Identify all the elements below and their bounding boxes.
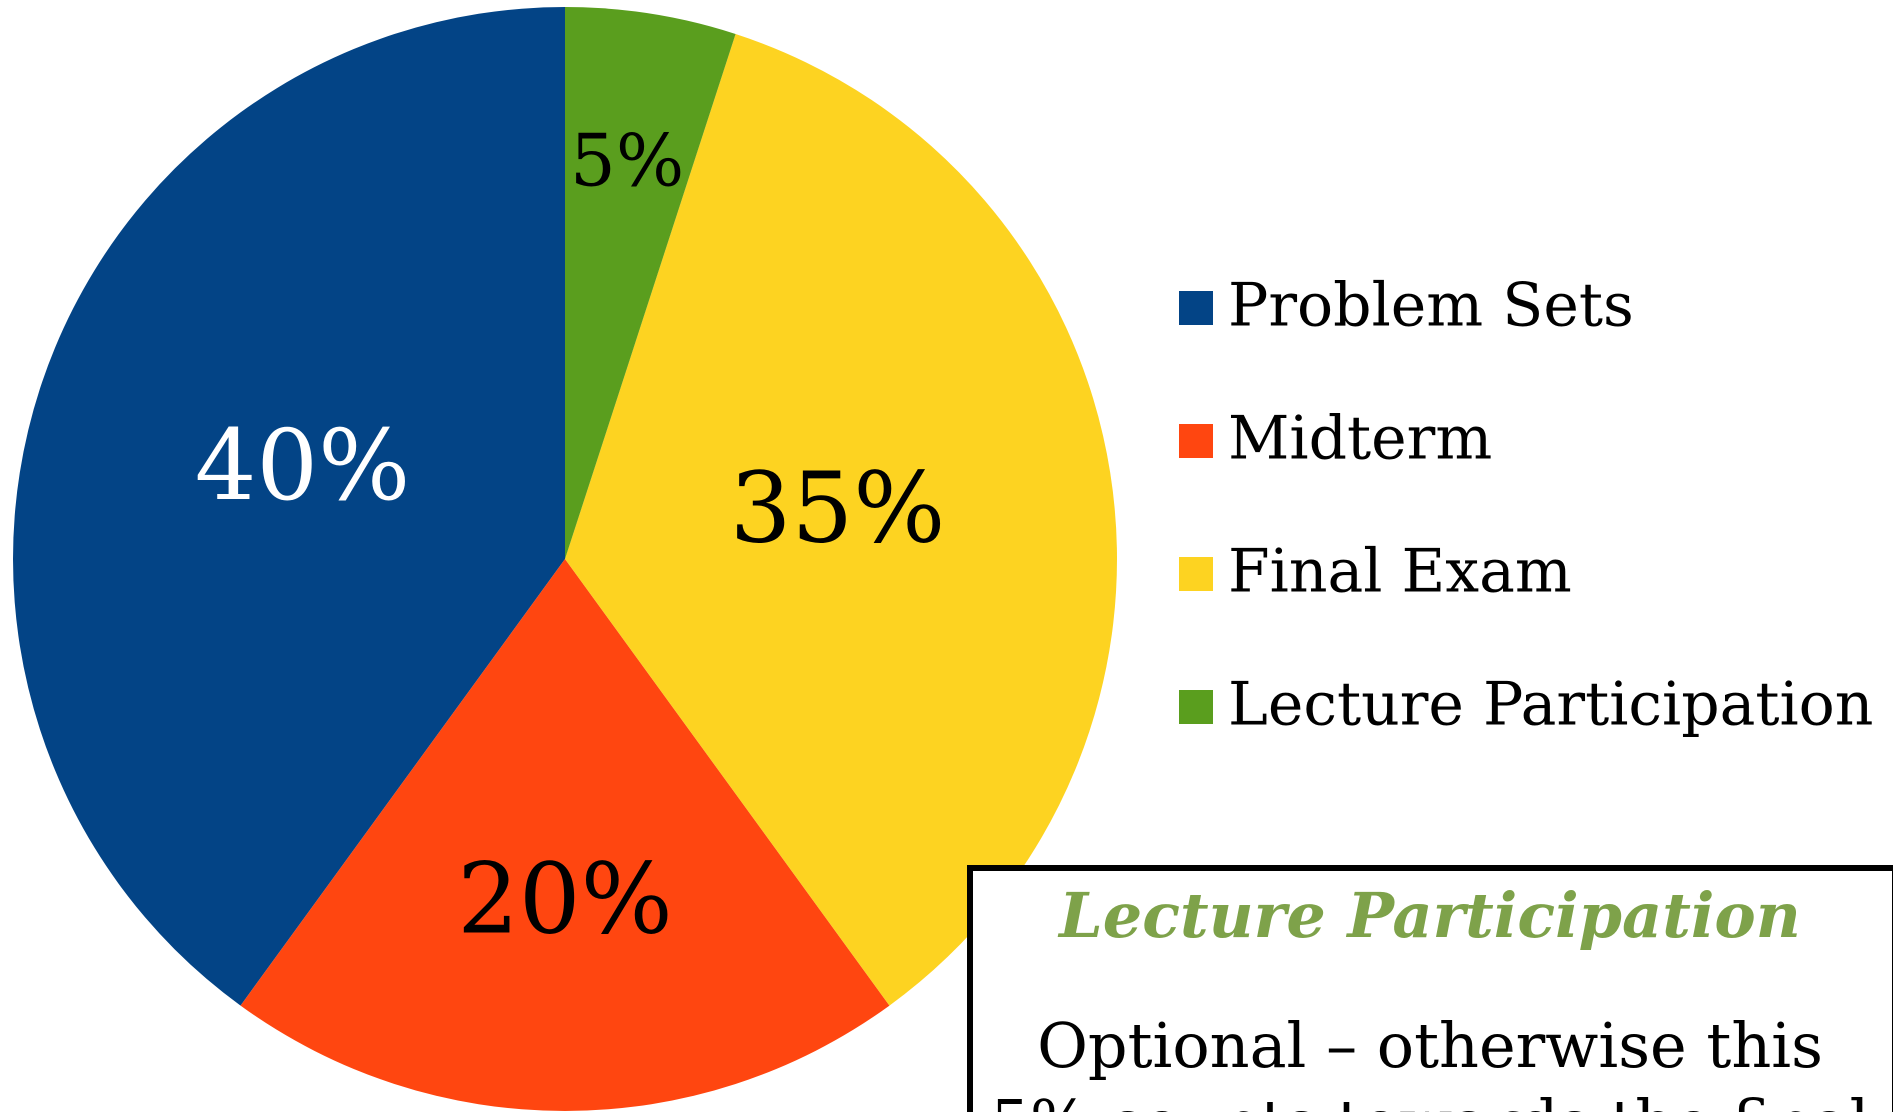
legend-swatch — [1179, 690, 1213, 724]
annotation-frame — [967, 865, 1893, 1112]
legend-label: Final Exam — [1228, 537, 1572, 607]
annotation-text: Optional – otherwise this — [1037, 1009, 1823, 1082]
annotation-text: 5% counts towards the final — [991, 1086, 1870, 1112]
pie-slice — [240, 559, 890, 1111]
legend-label: Problem Sets — [1228, 271, 1634, 341]
legend-swatch — [1179, 291, 1213, 325]
slice-label: 20% — [457, 842, 673, 955]
pie: 40% 20% 35% 5% — [12, 7, 1118, 1111]
legend-swatch — [1179, 424, 1213, 458]
legend-label: Midterm — [1228, 404, 1492, 474]
legend-label: Lecture Participation — [1228, 670, 1873, 740]
pie-slice — [12, 7, 565, 1006]
pie-slice — [565, 7, 736, 559]
annotation-box: Lecture Participation Optional – otherwi… — [967, 865, 1893, 1112]
legend-swatch — [1179, 557, 1213, 591]
pie-slice — [565, 34, 1118, 1006]
legend: Problem Sets Midterm Final Exam Lecture Par… — [1179, 271, 1873, 740]
slice-label: 40% — [195, 409, 411, 522]
slice-label: 5% — [570, 118, 684, 202]
annotation-title: Lecture Participation — [1057, 879, 1801, 952]
slice-label: 35% — [730, 451, 946, 564]
